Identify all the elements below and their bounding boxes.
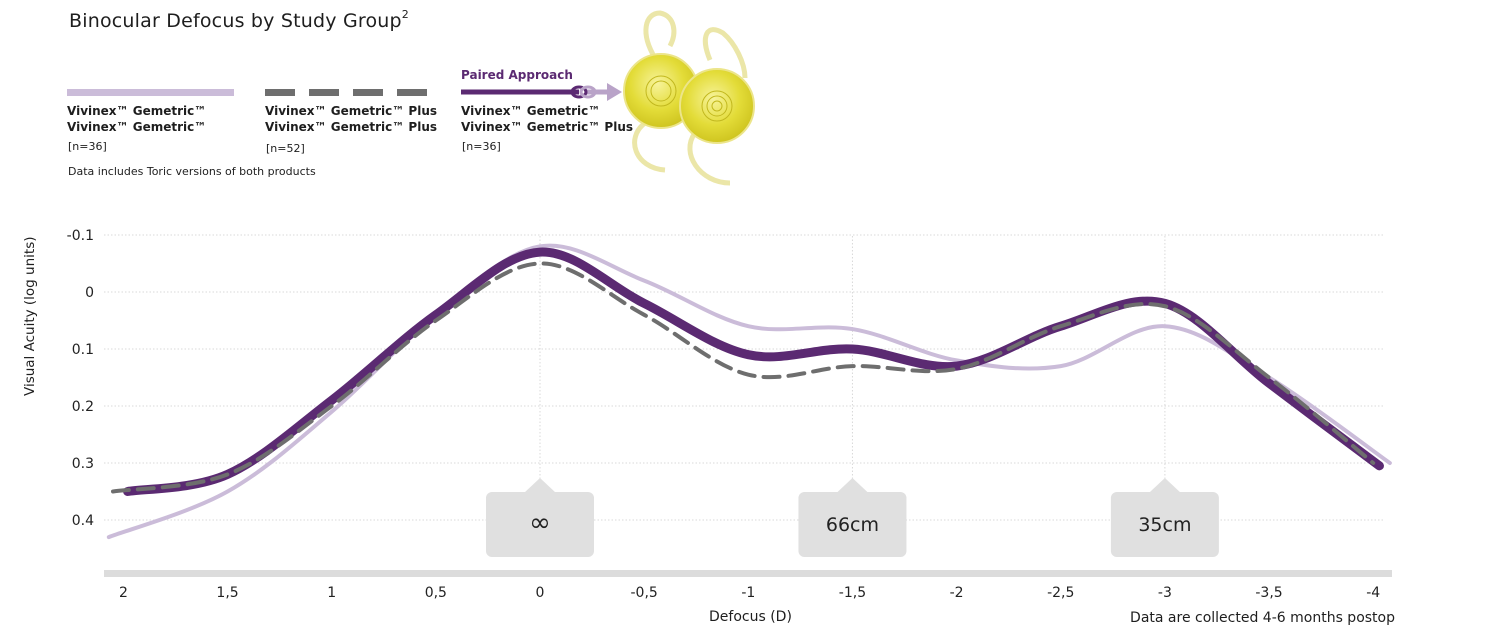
legend-label-gemetric-plus: Vivinex™ Gemetric™ Plus Vivinex™ Gemetric…: [265, 104, 438, 134]
x-tick-label: -0,5: [630, 585, 657, 601]
annotation-callout: 35cm: [1110, 478, 1219, 557]
x-tick-label: -3: [1158, 585, 1172, 601]
x-tick-label: -4: [1366, 585, 1380, 601]
legend-label-gemetric: Vivinex™ Gemetric™ Vivinex™ Gemetric™: [67, 104, 207, 134]
x-tick-label: 0: [536, 585, 545, 601]
y-tick-label: 0.4: [72, 513, 94, 529]
series-line-0: [106, 243, 1392, 540]
x-axis-bar: [104, 570, 1392, 577]
legend-swatch-gemetric: [67, 89, 234, 96]
x-tick-label: 1,5: [216, 585, 238, 601]
x-tick-label: -1,5: [839, 585, 866, 601]
annotation-callout: 66cm: [798, 478, 907, 557]
x-tick-label: -3,5: [1255, 585, 1282, 601]
series-line-2: [123, 247, 1384, 496]
x-tick-label: -1: [741, 585, 755, 601]
chart-title: Binocular Defocus by Study Group2: [69, 8, 409, 32]
legend-n-gemetric: [n=36]: [68, 140, 107, 153]
legend-n-gemetric-plus: [n=52]: [266, 142, 305, 155]
legend-label-paired: Vivinex™ Gemetric™ Vivinex™ Gemetric™ Plu…: [461, 104, 634, 134]
annotation-callout: ∞: [486, 478, 594, 557]
legend-swatch-paired: [461, 83, 622, 101]
y-tick-label: 0.2: [72, 399, 94, 415]
y-axis-label: Visual Acuity (log units): [22, 236, 38, 397]
y-tick-label: 0.3: [72, 456, 94, 472]
link-icon: [570, 85, 597, 99]
series-line-1: [110, 261, 1376, 494]
annotation-label: 35cm: [1138, 514, 1191, 536]
x-tick-label: -2: [950, 585, 964, 601]
y-tick-label: 0.1: [72, 342, 94, 358]
legend-heading-paired: Paired Approach: [461, 68, 573, 82]
x-tick-label: 0,5: [425, 585, 447, 601]
y-tick-label: -0.1: [67, 228, 94, 244]
annotation-label: ∞: [529, 508, 551, 538]
footnote: Data are collected 4-6 months postop: [1130, 610, 1395, 626]
legend-n-paired: [n=36]: [462, 140, 501, 153]
data-note: Data includes Toric versions of both pro…: [68, 165, 316, 178]
y-tick-label: 0: [85, 285, 94, 301]
x-axis-label: Defocus (D): [709, 609, 792, 625]
x-tick-label: 1: [327, 585, 336, 601]
x-tick-label: 2: [119, 585, 128, 601]
legend-swatch-gemetric-plus: [265, 89, 433, 96]
annotation-label: 66cm: [826, 514, 879, 536]
intraocular-lens-icon: [623, 10, 755, 186]
x-tick-label: -2,5: [1047, 585, 1074, 601]
